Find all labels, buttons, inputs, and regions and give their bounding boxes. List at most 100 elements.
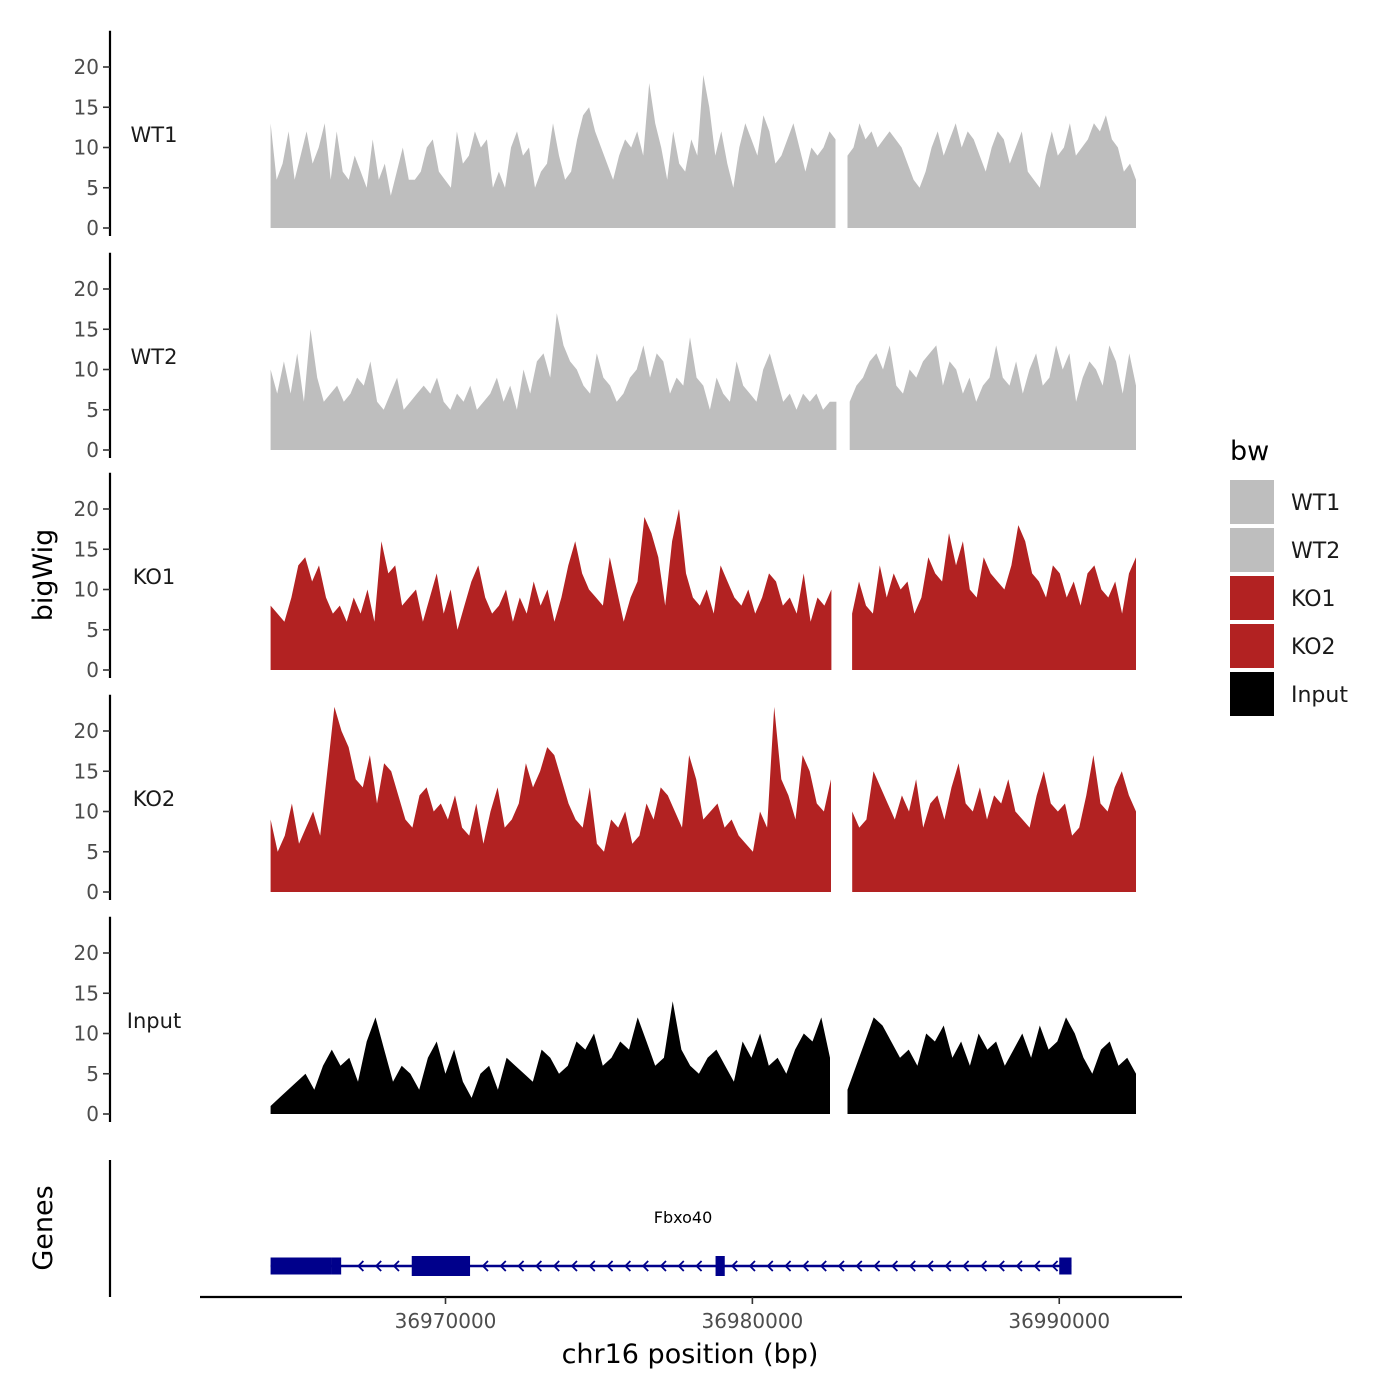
gene-exon	[411, 1256, 471, 1276]
coverage-area-input-right	[847, 1017, 1136, 1114]
legend-key-ko1	[1230, 576, 1274, 620]
y-tick-label: 10	[74, 136, 99, 160]
strand-arrow	[677, 1260, 685, 1272]
y-tick-label: 10	[74, 800, 99, 824]
strand-arrow	[873, 1260, 881, 1272]
y-tick-label: 20	[74, 277, 99, 301]
y-tick-label: 10	[74, 578, 99, 602]
y-tick-label: 20	[74, 941, 99, 965]
y-tick-label: 5	[86, 176, 99, 200]
strand-arrow	[908, 1260, 916, 1272]
y-tick-label: 5	[86, 398, 99, 422]
y-tick-label: 20	[74, 55, 99, 79]
legend-label: KO2	[1291, 635, 1336, 660]
y-tick-label: 10	[74, 358, 99, 382]
coverage-area-wt1-left	[270, 75, 836, 228]
x-axis-title: chr16 position (bp)	[562, 1339, 819, 1370]
coverage-area-ko1-right	[852, 525, 1136, 670]
strand-arrow	[535, 1260, 543, 1272]
legend-title: bw	[1230, 436, 1269, 467]
y-tick-label: 5	[86, 618, 99, 642]
coverage-area-wt2-right	[849, 345, 1136, 450]
coverage-area-wt1-right	[847, 115, 1136, 228]
y-tick-label: 0	[86, 658, 99, 682]
legend-key-input	[1230, 672, 1274, 716]
track-label: WT1	[131, 123, 178, 147]
strand-arrow	[659, 1260, 667, 1272]
y-tick-label: 20	[74, 719, 99, 743]
legend-label: Input	[1291, 683, 1348, 708]
coverage-area-ko1-left	[270, 509, 832, 670]
track-label: KO2	[133, 787, 176, 811]
strand-arrow	[802, 1260, 810, 1272]
coverage-area-input-left	[270, 1001, 831, 1114]
strand-arrow	[357, 1260, 365, 1272]
track-wt2: 0 5 10 15 20 WT2	[74, 252, 1136, 462]
y-tick-label: 15	[74, 95, 99, 119]
coverage-area-ko2-right	[852, 755, 1136, 892]
y-tick-label: 15	[74, 759, 99, 783]
track-input: 0 5 10 15 20 Input	[74, 916, 1136, 1126]
strand-arrow	[730, 1260, 738, 1272]
y-tick-label: 15	[74, 981, 99, 1005]
strand-arrow	[606, 1260, 614, 1272]
y-tick-label: 0	[86, 438, 99, 462]
y-tick-label: 5	[86, 840, 99, 864]
gene-exon	[1059, 1257, 1072, 1275]
strand-arrow	[855, 1260, 863, 1272]
x-tick-label: 36990000	[1008, 1309, 1110, 1333]
gene-track: Fbxo40	[108, 1160, 1072, 1297]
track-label: KO1	[133, 565, 176, 589]
strand-arrow	[784, 1260, 792, 1272]
y-tick-label: 20	[74, 497, 99, 521]
strand-arrow	[392, 1260, 400, 1272]
strand-arrow	[624, 1260, 632, 1272]
track-ko2: 0 5 10 15 20 KO2	[74, 694, 1136, 904]
gene-name-label: Fbxo40	[654, 1208, 712, 1227]
track-label: WT2	[131, 345, 178, 369]
strand-arrow	[926, 1260, 934, 1272]
genes-axis-title: Genes	[28, 1185, 59, 1270]
legend-label: WT1	[1291, 491, 1340, 516]
coverage-tracks: 0 5 10 15 20 WT1 0 5 10 15 20 WT2 0 5 10 15 20 KO1 0 5 10 15 2…	[74, 30, 1136, 1126]
gene-exon	[331, 1257, 342, 1275]
track-label: Input	[127, 1009, 181, 1033]
legend-label: WT2	[1291, 539, 1340, 564]
legend-label: KO1	[1291, 587, 1336, 612]
strand-arrow	[837, 1260, 845, 1272]
legend: bw WT1 WT2 KO1 KO2 Input	[1230, 436, 1348, 716]
gene-exon	[715, 1256, 725, 1276]
strand-arrow	[891, 1260, 899, 1272]
strand-arrow	[641, 1260, 649, 1272]
y-tick-label: 0	[86, 880, 99, 904]
legend-key-wt2	[1230, 528, 1274, 572]
strand-arrow	[1015, 1260, 1023, 1272]
strand-arrow	[819, 1260, 827, 1272]
strand-arrow	[481, 1260, 489, 1272]
x-axis: 36970000 36980000 36990000	[200, 1295, 1182, 1333]
y-tick-label: 15	[74, 537, 99, 561]
y-tick-label: 10	[74, 1022, 99, 1046]
legend-key-ko2	[1230, 624, 1274, 668]
coverage-area-wt2-left	[270, 313, 837, 450]
strand-arrow	[1051, 1260, 1059, 1272]
y-tick-label: 0	[86, 1102, 99, 1126]
y-tick-label: 15	[74, 317, 99, 341]
strand-arrow	[588, 1260, 596, 1272]
y-axis-title: bigWig	[28, 529, 59, 622]
strand-arrow	[374, 1260, 382, 1272]
y-tick-label: 0	[86, 216, 99, 240]
y-tick-label: 5	[86, 1062, 99, 1086]
strand-arrow	[1033, 1260, 1041, 1272]
strand-arrow	[766, 1260, 774, 1272]
strand-arrow	[695, 1260, 703, 1272]
strand-arrow	[748, 1260, 756, 1272]
strand-arrow	[944, 1260, 952, 1272]
strand-arrow	[552, 1260, 560, 1272]
strand-arrow	[517, 1260, 525, 1272]
strand-arrow	[570, 1260, 578, 1272]
track-wt1: 0 5 10 15 20 WT1	[74, 30, 1136, 240]
coverage-area-ko2-left	[270, 706, 832, 892]
x-tick-label: 36980000	[701, 1309, 803, 1333]
